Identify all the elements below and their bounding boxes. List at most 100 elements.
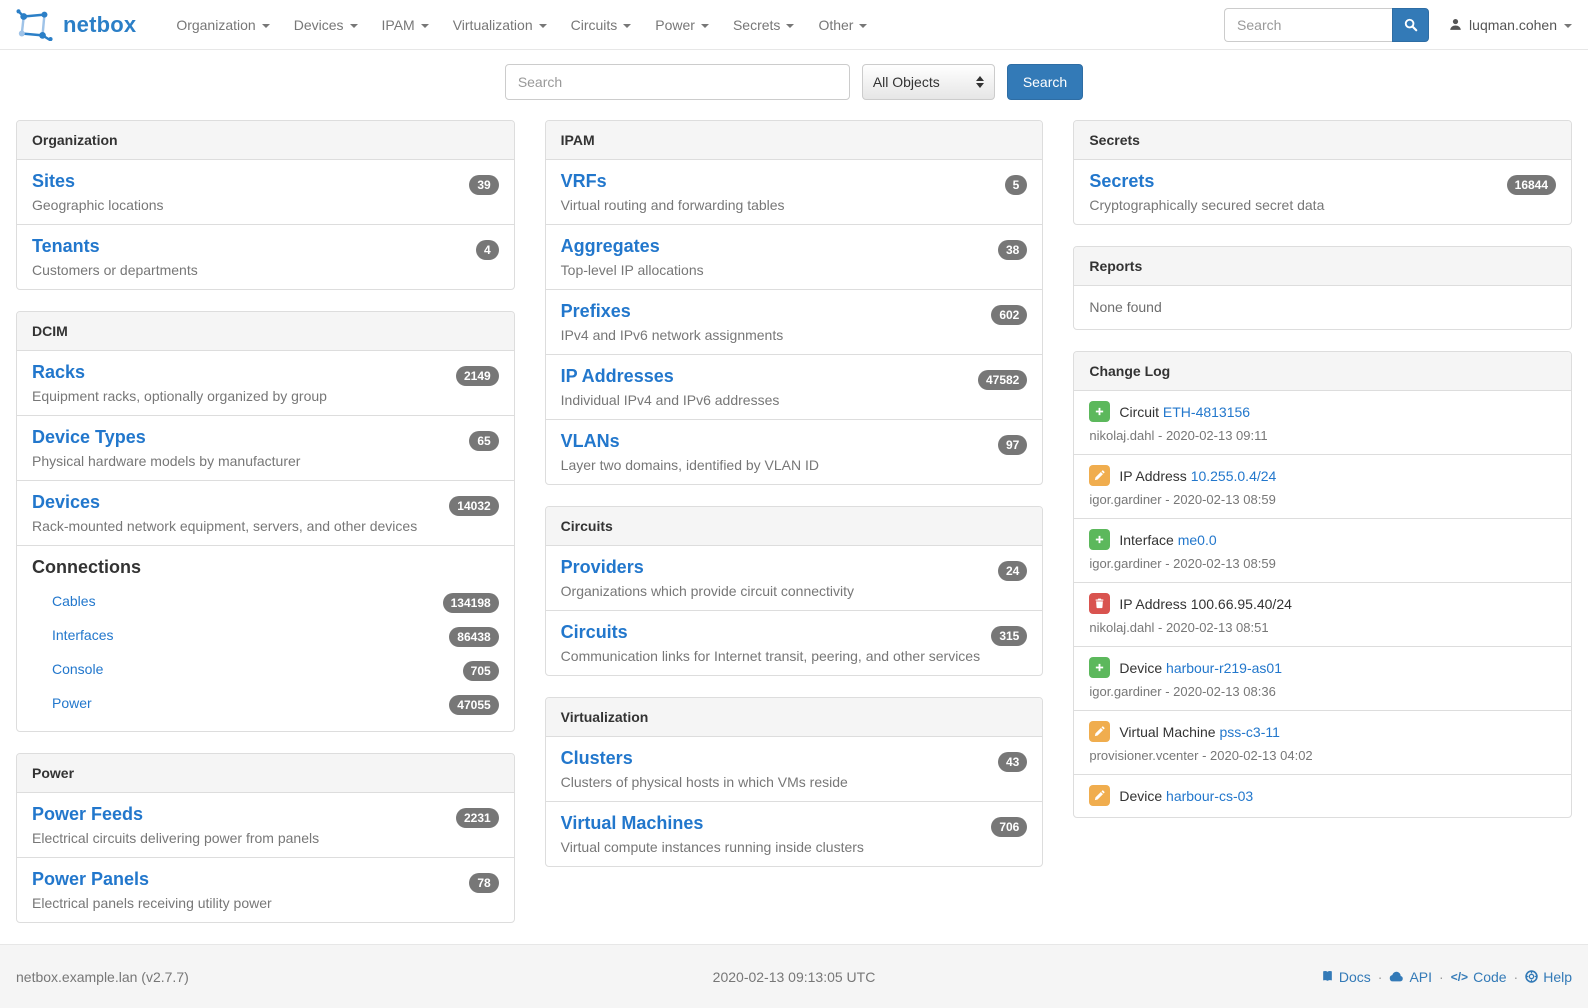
nav-item-secrets[interactable]: Secrets [721,0,806,50]
item-description: Physical hardware models by manufacturer [32,453,301,469]
item-count-badge: 65 [469,431,499,451]
devices-link[interactable]: Devices [32,492,101,512]
panel-organization: Organization Sites 39 Geographic locatio… [16,120,515,290]
user-menu[interactable]: luqman.cohen [1449,17,1572,33]
power-panels-link[interactable]: Power Panels [32,869,150,889]
item-description: Customers or departments [32,262,198,278]
item-description: Virtual routing and forwarding tables [560,197,785,213]
footer-link-api[interactable]: API [1389,969,1432,985]
nav-item-virtualization[interactable]: Virtualization [441,0,559,50]
racks-link[interactable]: Racks [32,362,86,382]
changelog-object-type: Device [1119,787,1163,804]
virtual-machines-link[interactable]: Virtual Machines [560,813,704,833]
item-count-badge: 5 [1004,175,1028,195]
device-types-link[interactable]: Device Types [32,427,146,447]
list-item-ip-addresses: IP Addresses 47582 Individual IPv4 and I… [545,354,1043,419]
power-feeds-link[interactable]: Power Feeds [32,804,144,824]
list-item-virtual-machines: Virtual Machines 706 Virtual compute ins… [545,801,1043,866]
item-description: Electrical circuits delivering power fro… [32,830,320,846]
connections-heading: Connections [32,557,142,577]
secrets-link[interactable]: Secrets [1089,171,1155,191]
list-item-secrets: Secrets 16844 Cryptographically secured … [1074,160,1571,224]
list-item-circuits: Circuits 315 Communication links for Int… [545,610,1043,675]
nav-item-circuits[interactable]: Circuits [559,0,644,50]
navbar-search-input[interactable] [1224,7,1393,42]
nav-item-organization[interactable]: Organization [164,0,281,50]
footer-timestamp: 2020-02-13 09:13:05 UTC [712,968,876,985]
panel-heading: Circuits [545,507,1043,546]
changelog-object-type: Virtual Machine [1119,723,1216,740]
changelog-entry: Circuit ETH-4813156 nikolaj.dahl - 2020-… [1074,391,1571,454]
changelog-entry: IP Address 100.66.95.40/24 nikolaj.dahl … [1074,582,1572,646]
item-description: Organizations which provide circuit conn… [560,583,855,599]
pencil-icon [1089,721,1111,742]
search-scope-select[interactable]: All Objects [861,64,995,100]
power-connections-link[interactable]: Power [52,694,92,711]
tenants-link[interactable]: Tenants [32,236,100,256]
nav-item-devices[interactable]: Devices [282,0,370,50]
changelog-object-link[interactable]: 10.255.0.4/24 [1190,467,1277,484]
username: luqman.cohen [1469,16,1557,33]
item-count-badge: 134198 [442,593,499,613]
panel-heading: IPAM [545,121,1043,160]
caret-down-icon [420,23,429,28]
global-search-button[interactable]: Search [1006,64,1084,100]
changelog-object-link[interactable]: harbour-cs-03 [1166,787,1254,804]
circuits-link[interactable]: Circuits [560,622,628,642]
search-icon [1404,18,1418,32]
main-nav: Organization Devices IPAM Virtualization… [164,0,879,50]
brand-name: netbox [63,11,137,37]
prefixes-link[interactable]: Prefixes [560,301,631,321]
footer-link-label: API [1409,968,1433,985]
console-link[interactable]: Console [52,660,104,677]
list-item-power-panels: Power Panels 78 Electrical panels receiv… [17,857,514,922]
panel-changelog: Change Log Circuit ETH-4813156 nikolaj.d… [1073,351,1573,818]
changelog-object-link[interactable]: harbour-r219-as01 [1166,659,1282,676]
item-count-badge: 43 [997,752,1028,772]
item-count-badge: 38 [997,240,1028,260]
panel-heading: Virtualization [545,698,1043,737]
caret-down-icon [700,23,709,28]
nav-label: Secrets [732,16,781,33]
item-description: Electrical panels receiving utility powe… [32,895,272,911]
nav-item-other[interactable]: Other [806,0,879,50]
vlans-link[interactable]: VLANs [560,431,620,451]
navbar-search-button[interactable] [1392,7,1430,42]
panel-heading: Power [17,754,514,793]
changelog-object-type: IP Address [1119,595,1187,612]
providers-link[interactable]: Providers [560,557,644,577]
plus-icon [1089,657,1111,678]
clusters-link[interactable]: Clusters [560,748,633,768]
cables-link[interactable]: Cables [52,592,96,609]
chevron-updown-icon [975,76,984,88]
ip-addresses-link[interactable]: IP Addresses [560,366,674,386]
nav-item-power[interactable]: Power [643,0,721,50]
pencil-icon [1089,785,1111,806]
item-count-badge: 24 [997,561,1028,581]
global-search-input[interactable] [504,64,850,100]
changelog-meta: provisioner.vcenter - 2020-02-13 04:02 [1089,748,1313,763]
changelog-object-link[interactable]: me0.0 [1177,531,1217,548]
interfaces-link[interactable]: Interfaces [52,626,114,643]
footer-link-code[interactable]: </> Code [1451,969,1507,985]
item-description: Rack-mounted network equipment, servers,… [32,518,418,534]
changelog-meta: igor.gardiner - 2020-02-13 08:36 [1089,684,1276,699]
item-count-badge: 2231 [455,808,499,828]
column-left: Organization Sites 39 Geographic locatio… [16,120,515,944]
sites-link[interactable]: Sites [32,171,76,191]
dot-separator: · [1513,968,1519,985]
column-right: Secrets Secrets 16844 Cryptographically … [1073,120,1573,839]
brand[interactable]: netbox [16,8,137,41]
changelog-object-link[interactable]: ETH-4813156 [1162,403,1251,420]
item-count-badge: 4 [475,240,499,260]
aggregates-link[interactable]: Aggregates [560,236,660,256]
vrfs-link[interactable]: VRFs [560,171,607,191]
nav-item-ipam[interactable]: IPAM [370,0,441,50]
changelog-object-link[interactable]: pss-c3-11 [1219,723,1280,740]
item-count-badge: 39 [469,175,499,195]
footer-link-help[interactable]: Help [1525,969,1572,985]
changelog-meta: igor.gardiner - 2020-02-13 08:59 [1089,492,1276,507]
trash-icon [1089,593,1111,614]
user-icon [1449,18,1462,31]
footer-link-docs[interactable]: Docs [1321,969,1371,985]
